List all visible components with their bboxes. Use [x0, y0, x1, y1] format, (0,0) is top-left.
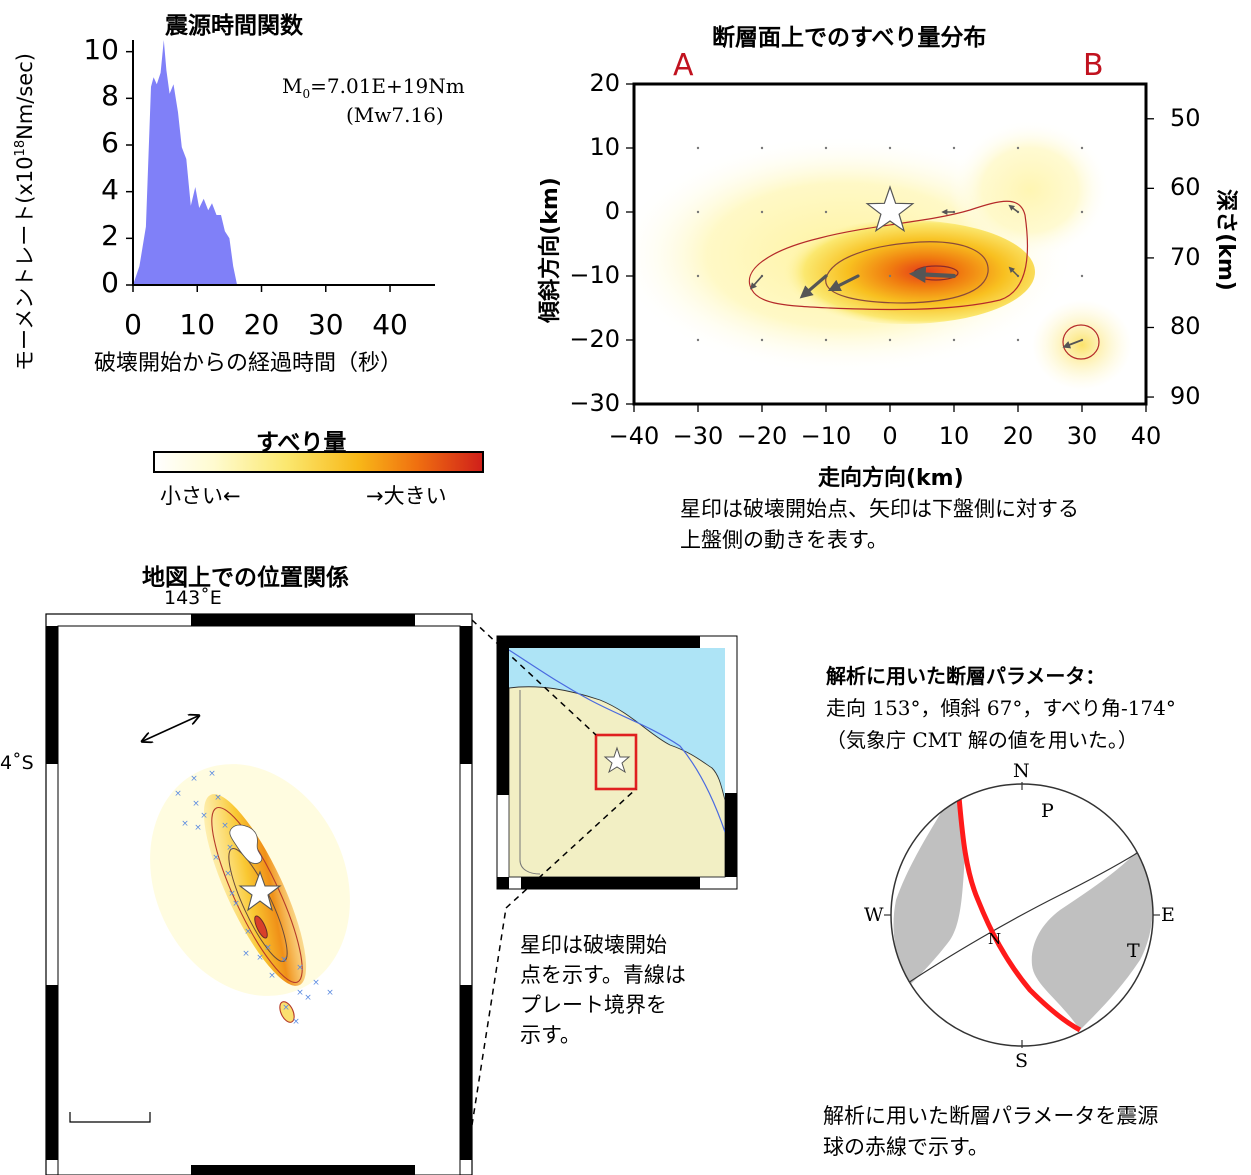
- stf-y-tick: 4: [101, 172, 119, 206]
- map-title: 地図上での位置関係: [142, 565, 349, 591]
- slip-label-a: A: [673, 48, 694, 83]
- stf-y-tick: 0: [101, 266, 119, 299]
- map-shallow-label: 浅い: [205, 695, 247, 719]
- map-caption: 星印は破壊開始 点を示す。青線は プレート境界を 示す。: [520, 930, 686, 1050]
- beachball-s: S: [1015, 1050, 1029, 1072]
- slip-xlabel: 走向方向(km): [818, 466, 964, 491]
- slip-y2-tick: 90: [1170, 382, 1201, 411]
- stf-area: [133, 40, 238, 285]
- map-caption-line4: 示す。: [520, 1023, 581, 1047]
- stf-y-tick: 6: [101, 126, 119, 159]
- map-lon-label: 143˚E: [164, 587, 222, 609]
- slip-y2-tick: 60: [1170, 173, 1201, 202]
- slip-caption-line1: 星印は破壊開始点、矢印は下盤側に対する: [680, 497, 1079, 521]
- slip-y2-tick: 50: [1170, 103, 1201, 132]
- map-caption-line2: 点を示す。青線は: [520, 963, 686, 987]
- stf-x-tick: 10: [179, 308, 216, 341]
- params-colon: ：: [1085, 664, 1106, 688]
- stf-title: 震源時間関数: [165, 13, 303, 39]
- map-scale-label: 20 km: [80, 1128, 140, 1150]
- slip-x-tick: 40: [1130, 422, 1162, 450]
- params-caption: 解析に用いた断層パラメータを震源 球の赤線で示す。: [823, 1101, 1158, 1163]
- beachball-e: E: [1161, 904, 1175, 926]
- stf-x-tick: 20: [243, 308, 280, 341]
- beachball-null-axis: N: [988, 930, 1002, 948]
- slip-x-tick: −40: [608, 422, 660, 450]
- slip-y-tick: 20: [589, 69, 620, 97]
- slip-caption: 星印は破壊開始点、矢印は下盤側に対する 上盤側の動きを表す。: [680, 494, 1079, 556]
- slip-title: 断層面上でのすべり量分布: [712, 25, 987, 51]
- colorbar: [153, 451, 484, 473]
- params-caption-line1: 解析に用いた断層パラメータを震源: [823, 1104, 1159, 1128]
- stf-m0-pre: M: [282, 74, 303, 98]
- stf-moment-text: M0=7.01E+19Nm: [282, 74, 465, 101]
- map-caption-line1: 星印は破壊開始: [520, 933, 667, 957]
- stf-xlabel: 破壊開始からの経過時間（秒）: [94, 351, 403, 376]
- slip-y-tick: −30: [569, 389, 620, 417]
- beachball-t-axis: T: [1127, 940, 1140, 962]
- stf-x-tick: 30: [307, 308, 344, 341]
- stf-mw-text: (Mw7.16): [346, 103, 444, 127]
- slip-x-tick: −30: [672, 422, 724, 450]
- slip-x-tick: −20: [736, 422, 788, 450]
- slip-y-tick: −10: [569, 261, 620, 289]
- slip-y2label: 深さ(km): [1213, 170, 1243, 320]
- slip-y2-tick: 80: [1170, 312, 1201, 341]
- map-caption-line3: プレート境界を: [520, 993, 667, 1017]
- beachball-n: N: [1013, 760, 1030, 782]
- params-title-wrap: 解析に用いた断層パラメータ：: [826, 660, 1105, 689]
- colorbar-small: 小さい←: [160, 484, 241, 508]
- slip-ylabel-text: 傾斜方向(km): [538, 177, 563, 323]
- map-deep-label: 深い: [86, 746, 128, 770]
- slip-x-tick: 20: [1002, 422, 1034, 450]
- slip-x-tick: 0: [882, 422, 898, 450]
- colorbar-large: →大きい: [366, 484, 447, 508]
- slip-y-tick: 10: [589, 133, 620, 161]
- slip-label-b: B: [1083, 48, 1104, 83]
- stf-x-tick: 0: [124, 308, 142, 341]
- map-label-b: B: [356, 978, 373, 1003]
- map-label-a: A: [227, 726, 245, 751]
- slip-x-tick: −10: [800, 422, 852, 450]
- stf-m0-sub: 0: [302, 87, 311, 101]
- slip-y2label-text: 深さ(km): [1213, 189, 1238, 291]
- slip-ylabel: 傾斜方向(km): [533, 150, 563, 350]
- params-note: （気象庁 CMT 解の値を用いた。）: [826, 728, 1138, 752]
- stf-y-tick: 8: [101, 79, 119, 113]
- slip-y-tick: −20: [569, 325, 620, 353]
- slip-caption-line2: 上盤側の動きを表す。: [680, 528, 888, 552]
- stf-m0-post: =7.01E+19Nm: [310, 74, 465, 98]
- params-title: 解析に用いた断層パラメータ: [826, 664, 1086, 688]
- beachball-p-axis: P: [1041, 800, 1054, 822]
- params-caption-line2: 球の赤線で示す。: [823, 1135, 989, 1159]
- stf-y-tick: 2: [101, 219, 119, 253]
- slip-y2-tick: 70: [1170, 242, 1201, 271]
- beachball-w: W: [864, 904, 884, 926]
- map-lat-label: 4˚S: [0, 752, 34, 774]
- stf-y-tick: 10: [83, 32, 119, 66]
- slip-y-tick: 0: [604, 197, 620, 225]
- stf-x-tick: 40: [372, 308, 408, 341]
- params-values: 走向 153°，傾斜 67°，すべり角-174°: [826, 696, 1176, 720]
- slip-x-tick: 10: [938, 422, 970, 450]
- slip-x-tick: 30: [1066, 422, 1098, 450]
